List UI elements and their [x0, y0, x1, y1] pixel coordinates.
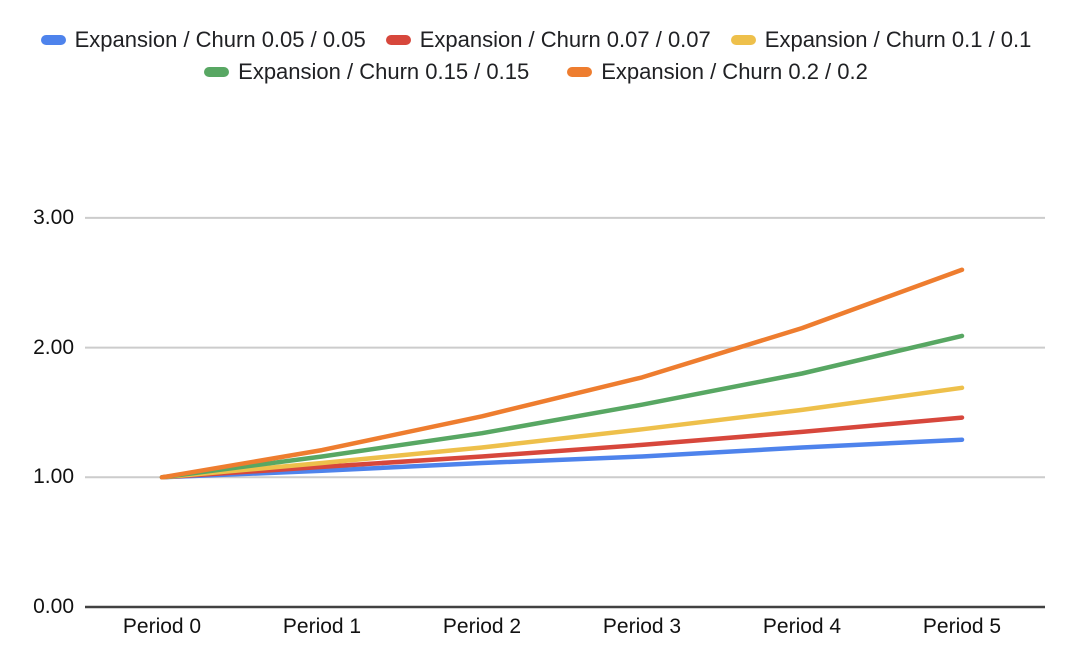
- y-axis-tick-label: 1.00: [33, 465, 74, 489]
- legend-item-1: Expansion / Churn 0.07 / 0.07: [385, 24, 711, 56]
- y-axis-tick-label: 0.00: [33, 595, 74, 618]
- legend-label: Expansion / Churn 0.05 / 0.05: [74, 27, 366, 52]
- legend-row-2: Expansion / Churn 0.15 / 0.15 Expansion /…: [0, 56, 1072, 88]
- x-axis-tick-label: Period 3: [602, 615, 682, 638]
- legend-swatch-icon: [40, 35, 66, 45]
- legend-label: Expansion / Churn 0.1 / 0.1: [764, 27, 1032, 52]
- y-axis-tick-label: 3.00: [33, 205, 74, 229]
- legend-item-4: Expansion / Churn 0.2 / 0.2: [567, 56, 868, 88]
- legend-item-2: Expansion / Churn 0.1 / 0.1: [730, 24, 1032, 56]
- legend-label: Expansion / Churn 0.2 / 0.2: [601, 59, 868, 84]
- x-axis-tick-label: Period 1: [282, 615, 362, 638]
- x-axis-tick-label: Period 0: [122, 615, 202, 638]
- series-line-2: [159, 385, 965, 480]
- series-line-4: [159, 267, 965, 480]
- legend-item-0: Expansion / Churn 0.05 / 0.05: [40, 24, 366, 56]
- legend-label: Expansion / Churn 0.07 / 0.07: [419, 27, 711, 52]
- x-axis-tick-label: Period 2: [442, 615, 522, 638]
- x-axis-tick-label: Period 5: [922, 615, 1002, 638]
- legend-label: Expansion / Churn 0.15 / 0.15: [238, 59, 530, 84]
- legend-swatch-icon: [385, 35, 411, 45]
- y-axis-tick-label: 2.00: [33, 335, 74, 359]
- legend-swatch-icon: [730, 35, 756, 45]
- legend-swatch-icon: [204, 67, 230, 77]
- series-line-1: [159, 415, 965, 480]
- x-axis-tick-label: Period 4: [762, 615, 842, 638]
- series-line-0: [159, 437, 965, 480]
- legend-swatch-icon: [567, 67, 593, 77]
- legend-item-3: Expansion / Churn 0.15 / 0.15: [204, 56, 529, 88]
- legend-row-1: Expansion / Churn 0.05 / 0.05 Expansion /…: [0, 24, 1072, 56]
- series-line-3: [159, 333, 965, 480]
- chart-legend: Expansion / Churn 0.05 / 0.05 Expansion /…: [0, 24, 1072, 88]
